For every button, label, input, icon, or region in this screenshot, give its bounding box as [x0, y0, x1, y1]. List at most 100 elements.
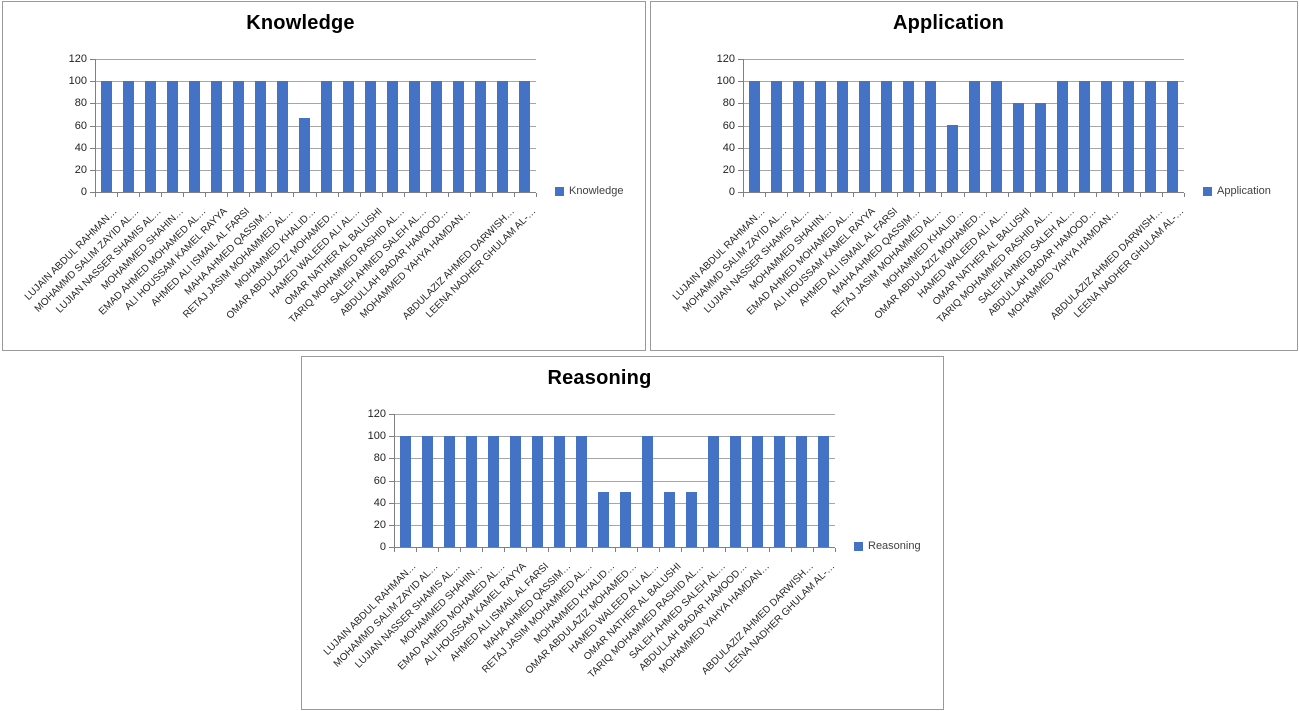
- y-axis-tick: [389, 481, 394, 482]
- bar[interactable]: [664, 492, 675, 547]
- y-axis-tick: [90, 170, 95, 171]
- y-axis-line: [743, 59, 744, 193]
- bar[interactable]: [642, 436, 653, 547]
- bar[interactable]: [1123, 81, 1134, 192]
- bar[interactable]: [771, 81, 782, 192]
- y-axis-tick: [90, 126, 95, 127]
- y-axis-tick: [738, 170, 743, 171]
- y-axis-tick-label: 120: [716, 53, 735, 65]
- reasoning-chart[interactable]: Reasoning Reasoning 120 100 80 60 40 20 0 LUJAI…: [301, 356, 944, 710]
- bar[interactable]: [409, 81, 420, 192]
- bar[interactable]: [793, 81, 804, 192]
- bar[interactable]: [387, 81, 398, 192]
- bar[interactable]: [1101, 81, 1112, 192]
- bar[interactable]: [1057, 81, 1068, 192]
- bar[interactable]: [815, 81, 826, 192]
- bar[interactable]: [620, 492, 631, 547]
- y-axis-tick-label: 0: [728, 186, 735, 198]
- y-axis-tick-label: 20: [74, 164, 87, 176]
- x-axis-tick: [394, 548, 395, 552]
- y-axis-tick: [90, 81, 95, 82]
- bar[interactable]: [947, 125, 958, 192]
- bar[interactable]: [101, 81, 112, 192]
- bar[interactable]: [1013, 103, 1024, 192]
- x-axis-tick: [1074, 193, 1075, 197]
- application-chart[interactable]: Application Application 120 100 80 60 40 20 0 L…: [650, 1, 1298, 351]
- bar[interactable]: [686, 492, 697, 547]
- gridline: [95, 103, 536, 104]
- bar[interactable]: [859, 81, 870, 192]
- gridline: [394, 525, 835, 526]
- legend[interactable]: Application: [1203, 185, 1271, 197]
- y-axis-tick-label: 100: [367, 430, 386, 442]
- bar[interactable]: [422, 436, 433, 547]
- bar[interactable]: [255, 81, 266, 192]
- bar[interactable]: [749, 81, 760, 192]
- x-axis-tick: [1052, 193, 1053, 197]
- bar[interactable]: [475, 81, 486, 192]
- bar[interactable]: [991, 81, 1002, 192]
- bar[interactable]: [453, 81, 464, 192]
- chart-title: Knowledge: [246, 12, 355, 34]
- x-axis-tick: [659, 548, 660, 552]
- bar[interactable]: [881, 81, 892, 192]
- y-axis-tick: [738, 81, 743, 82]
- bar[interactable]: [321, 81, 332, 192]
- bar[interactable]: [444, 436, 455, 547]
- chart-title: Reasoning: [547, 367, 652, 389]
- x-axis-tick: [95, 193, 96, 197]
- bar[interactable]: [708, 436, 719, 547]
- bar[interactable]: [969, 81, 980, 192]
- bar[interactable]: [510, 436, 521, 547]
- y-axis-tick-label: 0: [80, 186, 87, 198]
- x-axis-category-label-text: LEENA NADHER GHULAM AL-…: [1072, 206, 1187, 321]
- x-axis-tick: [139, 193, 140, 197]
- legend[interactable]: Knowledge: [555, 185, 623, 197]
- bar[interactable]: [519, 81, 530, 192]
- bar[interactable]: [431, 81, 442, 192]
- bar[interactable]: [123, 81, 134, 192]
- y-axis-tick: [738, 103, 743, 104]
- bar[interactable]: [1079, 81, 1090, 192]
- y-axis-tick: [389, 414, 394, 415]
- bar[interactable]: [167, 81, 178, 192]
- bar[interactable]: [1035, 103, 1046, 192]
- bar[interactable]: [903, 81, 914, 192]
- bar[interactable]: [211, 81, 222, 192]
- bar[interactable]: [554, 436, 565, 547]
- bar[interactable]: [145, 81, 156, 192]
- bar[interactable]: [837, 81, 848, 192]
- y-axis-tick: [389, 458, 394, 459]
- bar[interactable]: [233, 81, 244, 192]
- bar[interactable]: [365, 81, 376, 192]
- gridline: [95, 59, 536, 60]
- bar[interactable]: [1167, 81, 1178, 192]
- bar[interactable]: [488, 436, 499, 547]
- bar[interactable]: [299, 118, 310, 192]
- y-axis-tick-label: 40: [74, 142, 87, 154]
- bar[interactable]: [497, 81, 508, 192]
- bar[interactable]: [774, 436, 785, 547]
- y-axis-tick-label: 20: [373, 519, 386, 531]
- knowledge-chart[interactable]: Knowledge Knowledge 120 100 80 60 40 20 0 LUJAI…: [2, 1, 646, 351]
- bar[interactable]: [189, 81, 200, 192]
- bar[interactable]: [532, 436, 543, 547]
- bar[interactable]: [818, 436, 829, 547]
- legend[interactable]: Reasoning: [854, 540, 921, 552]
- bar[interactable]: [752, 436, 763, 547]
- x-axis-tick: [161, 193, 162, 197]
- bar[interactable]: [466, 436, 477, 547]
- bar[interactable]: [277, 81, 288, 192]
- bar[interactable]: [796, 436, 807, 547]
- bar[interactable]: [925, 81, 936, 192]
- x-axis-tick: [964, 193, 965, 197]
- bar[interactable]: [400, 436, 411, 547]
- bar[interactable]: [1145, 81, 1156, 192]
- bar[interactable]: [576, 436, 587, 547]
- gridline: [743, 81, 1184, 82]
- y-axis-tick: [738, 192, 743, 193]
- x-axis-tick: [249, 193, 250, 197]
- bar[interactable]: [598, 492, 609, 547]
- bar[interactable]: [343, 81, 354, 192]
- bar[interactable]: [730, 436, 741, 547]
